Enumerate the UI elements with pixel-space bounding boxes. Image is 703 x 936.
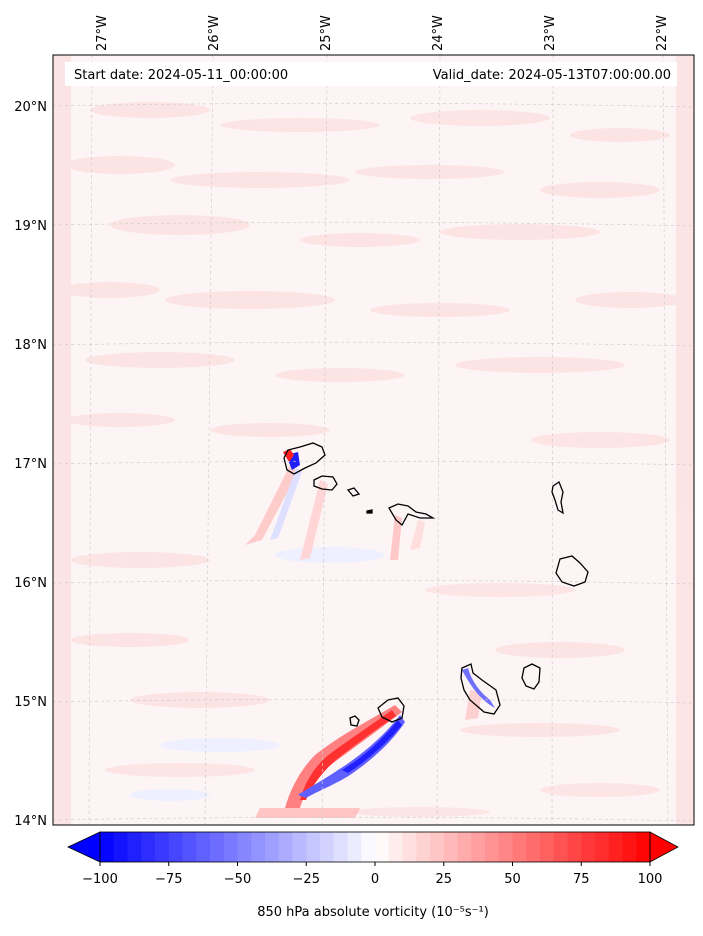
- island-sao-nicolau: [388, 503, 436, 527]
- colorbar-cell: [416, 832, 431, 862]
- map-gridlines: [53, 55, 694, 825]
- colorbar-cell: [251, 832, 266, 862]
- island-brava: [349, 715, 360, 727]
- island-sal: [551, 481, 564, 515]
- colorbar-cell: [553, 832, 568, 862]
- colorbar-cell: [443, 832, 458, 862]
- colorbar-cell: [498, 832, 513, 862]
- lon-label-22w: 22°W: [655, 15, 670, 51]
- colorbar-cell: [540, 832, 555, 862]
- colorbar-cell: [471, 832, 486, 862]
- island-santiago: [460, 663, 501, 715]
- colorbar-tick-label: 0: [371, 872, 379, 887]
- colorbar-cell: [567, 832, 582, 862]
- lat-label-19n: 19°N: [14, 219, 47, 234]
- lat-label-17n: 17°N: [14, 457, 47, 472]
- colorbar-cell: [223, 832, 238, 862]
- colorbar-cell: [100, 832, 115, 862]
- island-maio: [521, 663, 541, 690]
- colorbar-cell: [347, 832, 362, 862]
- colorbar-extend-max: [649, 831, 679, 863]
- colorbar-tick-label: −75: [155, 872, 182, 887]
- colorbar-cell: [168, 832, 183, 862]
- colorbar-cell: [278, 832, 293, 862]
- map-frame: [52, 54, 695, 826]
- lat-label-15n: 15°N: [14, 695, 47, 710]
- longitude-labels: 27°W 26°W 25°W 24°W 23°W 22°W: [95, 15, 670, 51]
- island-sao-vicente: [313, 475, 338, 491]
- colorbar-cell: [608, 832, 623, 862]
- valid-date-text: Valid_date: 2024-05-13T07:00:00.00: [433, 68, 671, 83]
- colorbar-cell: [595, 832, 610, 862]
- colorbar-label: 850 hPa absolute vorticity (10⁻⁵s⁻¹): [257, 905, 489, 920]
- colorbar-cell: [636, 832, 651, 862]
- island-coastlines: [283, 442, 589, 727]
- date-info-box: [65, 62, 677, 86]
- colorbar-cell: [361, 832, 376, 862]
- island-wake-streaks: [245, 465, 482, 720]
- colorbar-tick-label: −50: [224, 872, 251, 887]
- colorbar-cell: [485, 832, 500, 862]
- island-fogo: [377, 697, 405, 723]
- island-razo: [366, 509, 373, 514]
- colorbar-cell: [512, 832, 527, 862]
- island-boa-vista: [555, 555, 589, 587]
- colorbar-cell: [430, 832, 445, 862]
- colorbar-extend-min: [67, 831, 101, 863]
- colorbar-cell: [141, 832, 156, 862]
- lon-label-25w: 25°W: [319, 15, 334, 51]
- island-santa-luzia: [346, 487, 361, 497]
- colorbar: −100 −75 −50 −25 0 25 50 75 100: [67, 831, 679, 887]
- colorbar-cell: [265, 832, 280, 862]
- colorbar-cell: [402, 832, 417, 862]
- lat-label-14n: 14°N: [14, 814, 47, 829]
- colorbar-cell: [333, 832, 348, 862]
- background-vorticity-field: [53, 55, 694, 825]
- colorbar-ticks: −100 −75 −50 −25 0 25 50 75 100: [82, 862, 662, 887]
- colorbar-tick-label: 75: [573, 872, 590, 887]
- colorbar-cell: [182, 832, 197, 862]
- lon-label-27w: 27°W: [95, 15, 110, 51]
- vorticity-plume: [255, 449, 495, 818]
- colorbar-cell: [457, 832, 472, 862]
- colorbar-cell: [581, 832, 596, 862]
- colorbar-cell: [526, 832, 541, 862]
- colorbar-cell: [210, 832, 225, 862]
- colorbar-cell: [375, 832, 390, 862]
- colorbar-cell: [622, 832, 637, 862]
- colorbar-cell: [113, 832, 128, 862]
- lat-label-20n: 20°N: [14, 100, 47, 115]
- colorbar-tick-label: −100: [82, 872, 118, 887]
- lon-label-23w: 23°W: [543, 15, 558, 51]
- colorbar-tick-label: 50: [504, 872, 521, 887]
- latitude-labels: 20°N 19°N 18°N 17°N 16°N 15°N 14°N: [14, 100, 47, 829]
- colorbar-cell: [388, 832, 403, 862]
- colorbar-cell: [320, 832, 335, 862]
- lon-label-26w: 26°W: [207, 15, 222, 51]
- colorbar-tick-label: −25: [293, 872, 320, 887]
- colorbar-cell: [155, 832, 170, 862]
- lat-label-18n: 18°N: [14, 338, 47, 353]
- colorbar-cell: [127, 832, 142, 862]
- colorbar-tick-label: 25: [435, 872, 452, 887]
- colorbar-cell: [237, 832, 252, 862]
- lat-label-16n: 16°N: [14, 576, 47, 591]
- island-santo-antao: [283, 442, 326, 475]
- colorbar-tick-label: 100: [638, 872, 663, 887]
- colorbar-cells: [100, 832, 651, 862]
- lon-label-24w: 24°W: [431, 15, 446, 51]
- start-date-text: Start date: 2024-05-11_00:00:00: [74, 68, 288, 83]
- colorbar-cell: [196, 832, 211, 862]
- colorbar-cell: [292, 832, 307, 862]
- colorbar-cell: [306, 832, 321, 862]
